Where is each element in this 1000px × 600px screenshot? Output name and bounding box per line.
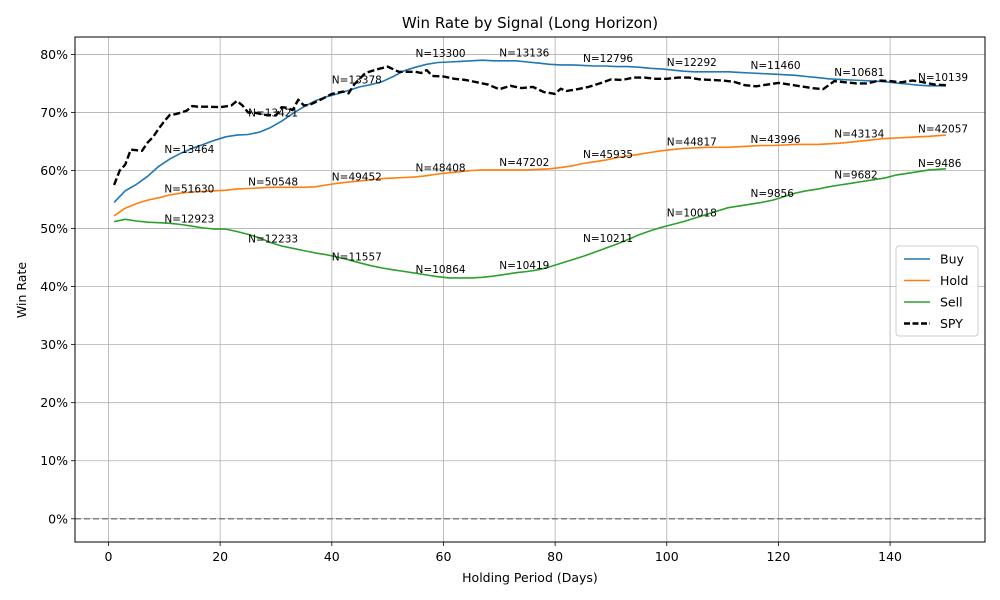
sell-sample-size-label: N=10864: [416, 264, 466, 276]
buy-series-line: [113, 59, 946, 203]
hold-sample-size-label: N=43134: [834, 128, 884, 140]
legend: Buy Hold Sell SPY: [895, 245, 979, 337]
sell-sample-size-label: N=12233: [248, 233, 298, 245]
x-axis-label: Holding Period (Days): [462, 570, 598, 585]
chart-title: Win Rate by Signal (Long Horizon): [402, 14, 658, 32]
x-tick-label: 80: [547, 549, 563, 564]
legend-spy-label: SPY: [940, 316, 963, 331]
buy-sample-size-label: N=13136: [499, 48, 549, 60]
x-tick-label: 100: [655, 549, 679, 564]
legend-box: [895, 245, 979, 337]
x-tick-label: 120: [767, 549, 791, 564]
y-tick-label: 80%: [40, 47, 68, 62]
sell-series-line: [113, 168, 946, 279]
x-tick-label: 40: [324, 549, 340, 564]
y-axis-ticks: 0% 10% 20% 30% 40% 50% 60% 70% 80%: [40, 47, 75, 526]
sell-sample-size-label: N=11557: [332, 251, 382, 263]
legend-buy-label: Buy: [940, 252, 964, 267]
legend-sell-label: Sell: [940, 295, 963, 310]
x-tick-label: 60: [436, 549, 452, 564]
sell-sample-size-label: N=12923: [164, 214, 214, 226]
grid: [75, 37, 985, 542]
hold-sample-size-label: N=49452: [332, 171, 382, 183]
buy-sample-size-label: N=13300: [416, 48, 466, 60]
x-tick-label: 0: [105, 549, 113, 564]
sell-sample-size-label: N=9486: [918, 158, 962, 170]
buy-sample-size-label: N=13378: [332, 74, 382, 86]
x-tick-label: 140: [878, 549, 902, 564]
x-axis-ticks: 0 20 40 60 80 100 120 140: [105, 542, 902, 564]
legend-hold-label: Hold: [940, 273, 968, 288]
y-tick-label: 70%: [40, 105, 68, 120]
x-tick-label: 20: [212, 549, 228, 564]
sell-sample-size-label: N=10211: [583, 233, 633, 245]
hold-sample-size-label: N=50548: [248, 177, 298, 189]
y-tick-label: 0%: [48, 511, 68, 526]
buy-sample-size-label: N=13464: [164, 144, 214, 156]
y-tick-label: 10%: [40, 453, 68, 468]
hold-sample-size-label: N=43996: [751, 134, 801, 146]
series-lines: [112, 59, 946, 279]
hold-sample-size-label: N=47202: [499, 157, 549, 169]
hold-sample-size-label: N=44817: [667, 136, 717, 148]
y-tick-label: 50%: [40, 221, 68, 236]
y-tick-label: 60%: [40, 163, 68, 178]
sample-size-labels: N=13464 N=13421 N=13378 N=13300 N=13136 N=127…: [164, 48, 968, 277]
y-tick-label: 40%: [40, 279, 68, 294]
sell-sample-size-label: N=10018: [667, 207, 717, 219]
sell-sample-size-label: N=9856: [751, 188, 795, 200]
buy-sample-size-label: N=10139: [918, 72, 968, 84]
hold-series-line: [113, 134, 946, 217]
hold-sample-size-label: N=51630: [164, 183, 214, 195]
sell-sample-size-label: N=9682: [834, 170, 877, 182]
spy-series-line: [112, 65, 946, 186]
y-axis-label: Win Rate: [14, 262, 29, 318]
buy-sample-size-label: N=13421: [248, 107, 298, 119]
sell-sample-size-label: N=10419: [499, 260, 549, 272]
buy-sample-size-label: N=12292: [667, 57, 717, 69]
buy-sample-size-label: N=11460: [751, 60, 801, 72]
plot-area-frame: [74, 36, 986, 543]
buy-sample-size-label: N=10681: [834, 67, 884, 79]
y-tick-label: 20%: [40, 395, 68, 410]
hold-sample-size-label: N=42057: [918, 124, 968, 136]
buy-sample-size-label: N=12796: [583, 53, 633, 65]
hold-sample-size-label: N=48408: [416, 163, 466, 175]
y-tick-label: 30%: [40, 337, 68, 352]
hold-sample-size-label: N=45935: [583, 149, 633, 161]
